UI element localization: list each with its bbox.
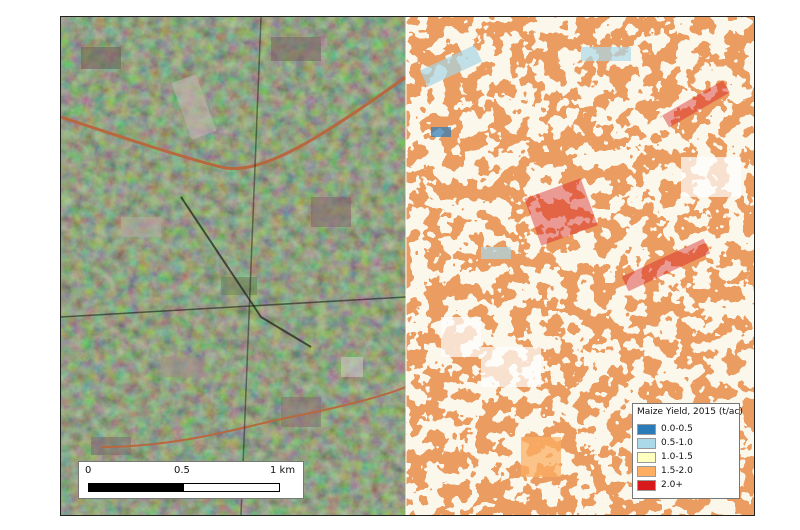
legend-swatch xyxy=(637,479,656,491)
legend-label: 0.0-0.5 xyxy=(661,424,693,434)
legend-label: 1.5-2.0 xyxy=(661,466,693,476)
scale-label-end: 1 km xyxy=(270,465,296,476)
legend-swatch xyxy=(637,451,656,463)
legend-item: 1.0-1.5 xyxy=(637,451,693,463)
scale-bar: 0 0.5 1 km xyxy=(78,461,304,499)
legend-label: 0.5-1.0 xyxy=(661,438,693,448)
legend-item: 0.5-1.0 xyxy=(637,437,693,449)
legend-item: 2.0+ xyxy=(637,479,683,491)
legend-title: Maize Yield, 2015 (t/ac) xyxy=(637,407,743,417)
legend-swatch xyxy=(637,465,656,477)
legend-label: 2.0+ xyxy=(661,480,683,490)
satellite-image xyxy=(61,17,407,515)
legend: Maize Yield, 2015 (t/ac) 0.0-0.5 0.5-1.0… xyxy=(632,403,743,499)
legend-item: 0.0-0.5 xyxy=(637,423,693,435)
legend-swatch xyxy=(637,437,656,449)
scale-label-mid: 0.5 xyxy=(174,465,190,476)
scale-label-0: 0 xyxy=(85,465,92,476)
legend-item: 1.5-2.0 xyxy=(637,465,693,477)
scale-bar-graphic xyxy=(88,483,280,492)
legend-label: 1.0-1.5 xyxy=(661,452,693,462)
legend-swatch xyxy=(637,423,656,435)
map-frame xyxy=(60,16,755,516)
